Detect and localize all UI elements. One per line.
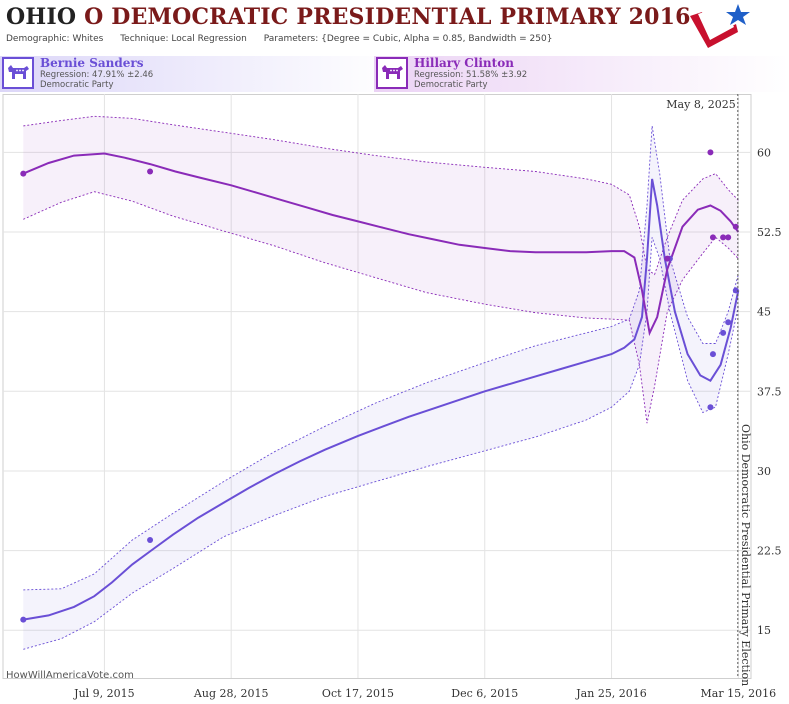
y-tick-label: 15 — [757, 624, 771, 637]
y-tick-label: 22.5 — [757, 545, 782, 558]
regression-line-clinton — [22, 152, 740, 337]
title-rest: O DEMOCRATIC PRESIDENTIAL PRIMARY 2016 — [84, 4, 691, 30]
x-tick-label: Aug 28, 2015 — [193, 687, 269, 700]
regression-chart: May 8, 2025 Ohio Democratic Presidential … — [2, 94, 782, 700]
demographic-label: Demographic: — [6, 34, 70, 44]
title-state: OHIO — [6, 4, 77, 30]
candidate-regression: Regression: 47.91% ±2.46 — [40, 70, 154, 80]
confidence-bands — [23, 115, 739, 650]
poll-point-sanders — [720, 329, 727, 336]
democratic-donkey-icon — [2, 57, 34, 89]
y-tick-label: 60 — [757, 146, 771, 159]
poll-point-sanders — [709, 351, 716, 358]
poll-points — [20, 149, 739, 623]
page-title: OHIO O DEMOCRATIC PRESIDENTIAL PRIMARY 2… — [6, 4, 691, 30]
chart-parameters: Demographic: Whites Technique: Local Reg… — [6, 34, 566, 44]
lower-bound-sanders — [23, 237, 739, 650]
poll-point-sanders — [725, 319, 732, 326]
poll-point-clinton — [725, 234, 732, 241]
poll-point-clinton — [664, 255, 671, 262]
current-date-label: May 8, 2025 — [666, 98, 736, 111]
poll-point-clinton — [720, 234, 727, 241]
upper-bound-sanders — [23, 125, 739, 591]
poll-point-clinton — [732, 223, 739, 230]
candidate-name: Bernie Sanders — [40, 56, 144, 70]
candidate-party: Democratic Party — [414, 80, 488, 90]
poll-point-sanders — [147, 536, 154, 543]
candidate-card-sanders: Bernie Sanders Regression: 47.91% ±2.46 … — [0, 56, 394, 92]
y-tick-label: 30 — [757, 465, 771, 478]
regression-line-sanders — [23, 178, 740, 621]
x-tick-label: Jul 9, 2015 — [73, 687, 135, 700]
democratic-donkey-icon — [376, 57, 408, 89]
x-tick-label: Jan 25, 2016 — [575, 687, 647, 700]
parameters-info: Parameters: {Degree = Cubic, Alpha = 0.8… — [264, 34, 553, 44]
parameters-label: Parameters: — [263, 34, 319, 44]
x-tick-label: Dec 6, 2015 — [451, 687, 518, 700]
poll-point-sanders — [20, 616, 27, 623]
candidate-party: Democratic Party — [40, 80, 114, 90]
axes: 15 22.5 30 37.5 45 52.5 60 Jul 9, 2015 Aug 28, 2… — [73, 146, 781, 700]
poll-point-sanders — [707, 404, 714, 411]
poll-point-clinton — [147, 168, 154, 175]
candidate-name: Hillary Clinton — [414, 56, 514, 70]
technique-label: Technique: — [120, 34, 169, 44]
poll-point-sanders — [732, 287, 739, 294]
site-logo-icon[interactable] — [688, 2, 752, 52]
confidence-band-clinton — [23, 116, 739, 424]
parameters-value: {Degree = Cubic, Alpha = 0.85, Bandwidth… — [321, 34, 553, 44]
technique-value: Local Regression — [171, 34, 247, 44]
confidence-band-sanders — [23, 125, 739, 650]
watermark: HowWillAmericaVote.com — [6, 670, 134, 681]
y-tick-label: 52.5 — [757, 226, 782, 239]
demographic-value: Whites — [72, 34, 104, 44]
election-event-label: Ohio Democratic Presidential Primary Ele… — [739, 424, 752, 686]
candidate-card-clinton: Hillary Clinton Regression: 51.58% ±3.92… — [374, 56, 789, 92]
x-tick-label: Oct 17, 2015 — [322, 687, 394, 700]
poll-point-clinton — [20, 170, 27, 177]
y-tick-label: 45 — [757, 306, 771, 319]
regression-lines — [22, 152, 740, 621]
poll-point-clinton — [707, 149, 714, 156]
upper-bound-clinton — [23, 115, 739, 276]
technique-info: Technique: Local Regression — [120, 34, 247, 44]
poll-point-clinton — [709, 234, 716, 241]
demographic-info: Demographic: Whites — [6, 34, 103, 44]
candidate-regression: Regression: 51.58% ±3.92 — [414, 70, 528, 80]
y-tick-label: 37.5 — [757, 385, 782, 398]
plot-frame — [2, 94, 752, 679]
x-tick-label: Mar 15, 2016 — [701, 687, 777, 700]
date-markers: May 8, 2025 Ohio Democratic Presidential … — [666, 94, 752, 686]
header: OHIO O DEMOCRATIC PRESIDENTIAL PRIMARY 2… — [0, 0, 789, 56]
